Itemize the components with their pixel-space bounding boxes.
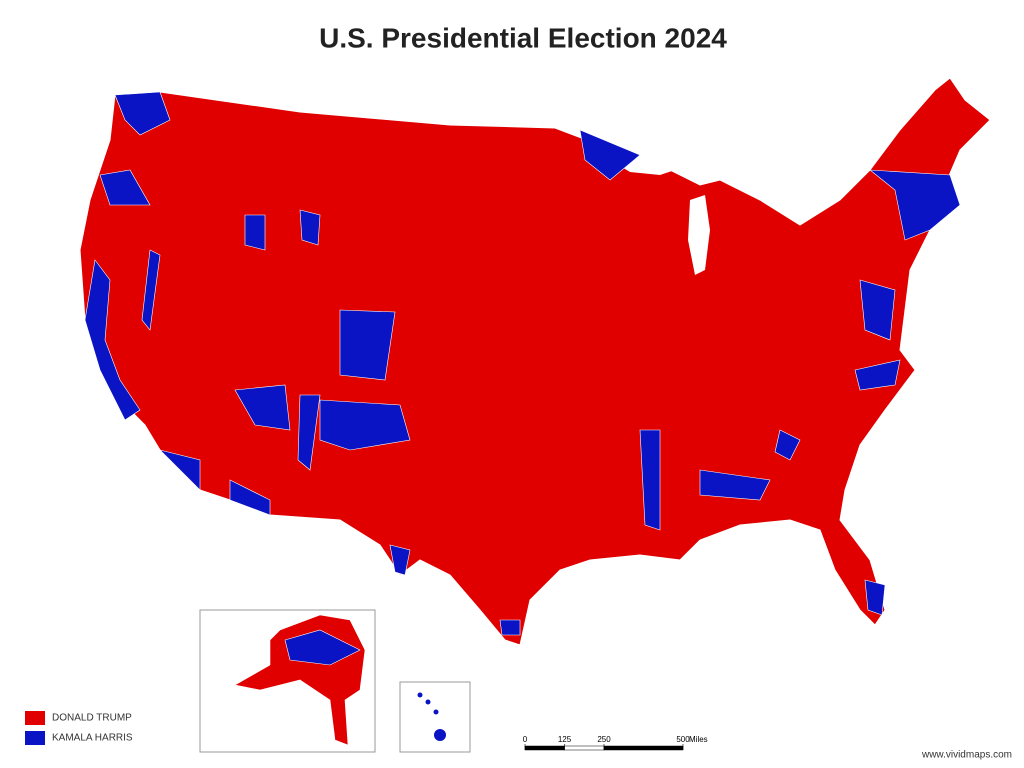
blue-region — [114, 91, 171, 136]
lake-michigan — [688, 195, 710, 275]
alaska-inset-frame — [199, 609, 376, 753]
blue-region — [864, 579, 886, 616]
scale-label: 250 — [597, 735, 611, 744]
credit: www.vividmaps.com — [921, 750, 1012, 761]
blue-region — [299, 209, 321, 246]
blue-region — [84, 259, 141, 421]
blue-region — [869, 169, 961, 241]
hawaii-inset-frame — [399, 681, 471, 753]
contiguous-us — [79, 77, 991, 646]
insets — [234, 614, 446, 746]
blue-region — [579, 129, 641, 181]
hawaii-island — [417, 692, 423, 698]
scale-segment — [564, 745, 605, 751]
hawaii-island — [434, 729, 446, 741]
alaska-blue — [284, 629, 361, 666]
blue-region — [141, 249, 161, 331]
map-title: U.S. Presidential Election 2024 — [319, 22, 727, 53]
blue-region — [244, 214, 266, 251]
blue-region — [859, 279, 896, 341]
blue-region — [99, 169, 151, 206]
blue-region — [339, 309, 396, 381]
scale-segment — [603, 745, 684, 751]
blue-region — [297, 394, 321, 471]
blue-region — [234, 384, 291, 431]
blue-region — [854, 359, 901, 391]
scale-unit: Miles — [689, 735, 708, 744]
legend-swatch — [25, 731, 45, 745]
blue-region — [389, 544, 411, 576]
blue-region — [639, 429, 661, 531]
hawaii-island — [433, 709, 439, 715]
blue-region — [774, 429, 801, 461]
scale-label: 0 — [523, 735, 528, 744]
scale-label: 500 — [676, 735, 690, 744]
hawaii-island — [425, 699, 431, 705]
blue-region — [229, 479, 271, 516]
blue-region — [699, 469, 771, 501]
legend-label: DONALD TRUMP — [52, 713, 132, 724]
legend-label: KAMALA HARRIS — [52, 733, 133, 744]
scale-segment — [524, 745, 565, 751]
legend: DONALD TRUMP KAMALA HARRIS — [25, 711, 133, 745]
blue-region — [319, 399, 411, 451]
legend-swatch — [25, 711, 45, 725]
blue-region — [159, 449, 201, 491]
blue-region — [499, 619, 521, 636]
scale-label: 125 — [558, 735, 572, 744]
scale-bar: 0 125 250 500 Miles — [523, 735, 708, 751]
